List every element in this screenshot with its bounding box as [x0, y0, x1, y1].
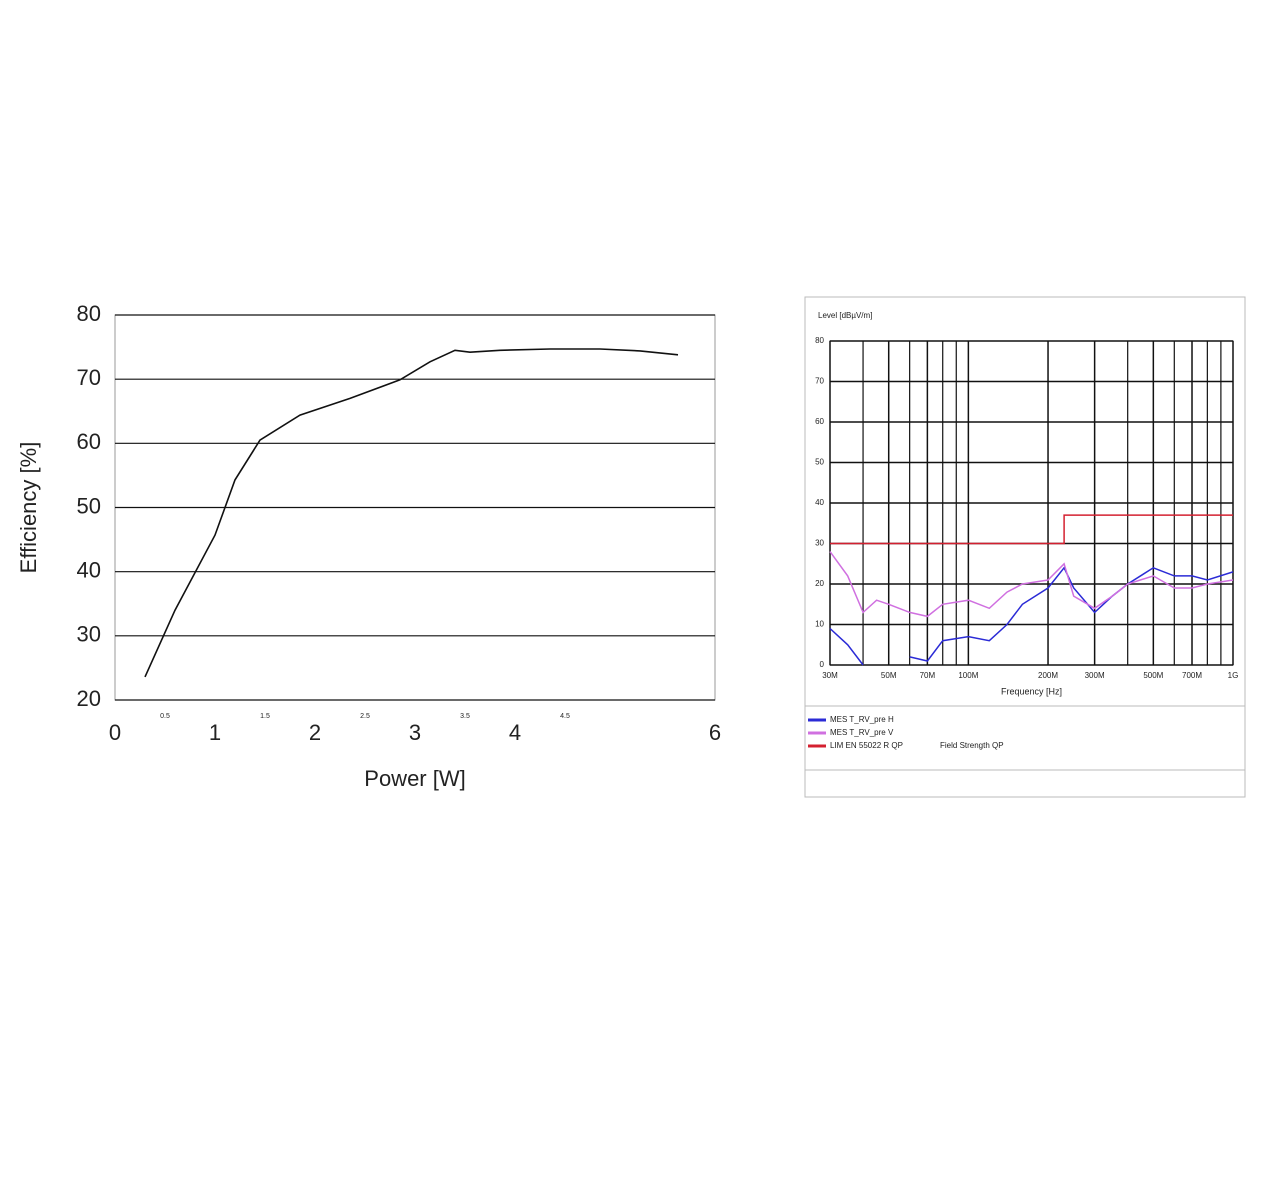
y-tick-label: 70 — [815, 377, 824, 386]
y-tick-label: 40 — [77, 557, 101, 582]
chart-title: Level [dBµV/m] — [818, 311, 872, 320]
x-axis-label: Frequency [Hz] — [1001, 686, 1062, 696]
x-tick-label: 4 — [509, 720, 521, 745]
y-axis-label: Efficiency [%] — [16, 442, 41, 574]
x-tick-label: 50M — [881, 671, 897, 680]
x-tick-label: 1G — [1228, 671, 1239, 680]
y-tick-label: 20 — [77, 686, 101, 711]
y-tick-label: 80 — [815, 336, 824, 345]
legend-label: MES T_RV_pre H — [830, 715, 894, 724]
y-tick-label: 70 — [77, 365, 101, 390]
x-tick-label: 300M — [1085, 671, 1105, 680]
x-minor-tick-label: 0.5 — [160, 713, 170, 720]
x-tick-label: 2 — [309, 720, 321, 745]
x-minor-tick-label: 1.5 — [260, 713, 270, 720]
y-tick-label: 30 — [77, 622, 101, 647]
legend-label: LIM EN 55022 R QP — [830, 741, 903, 750]
y-tick-label: 40 — [815, 498, 824, 507]
y-tick-label: 50 — [815, 458, 824, 467]
x-tick-label: 70M — [920, 671, 936, 680]
line-series — [144, 348, 679, 678]
x-axis-label: Power [W] — [364, 766, 465, 791]
y-tick-label: 80 — [77, 301, 101, 326]
y-tick-label: 30 — [815, 539, 824, 548]
x-tick-label: 30M — [822, 671, 838, 680]
x-tick-label: 500M — [1143, 671, 1163, 680]
x-tick-label: 200M — [1038, 671, 1058, 680]
x-tick-label: 100M — [958, 671, 978, 680]
legend-label: MES T_RV_pre V — [830, 728, 894, 737]
x-tick-label: 1 — [209, 720, 221, 745]
x-minor-tick-label: 3.5 — [460, 713, 470, 720]
y-tick-label: 10 — [815, 620, 824, 629]
x-minor-tick-label: 4.5 — [560, 713, 570, 720]
panel-frame — [804, 296, 1246, 798]
y-tick-label: 0 — [820, 660, 825, 669]
legend-note: Field Strength QP — [940, 741, 1004, 750]
y-tick-label: 60 — [77, 429, 101, 454]
y-tick-label: 60 — [815, 417, 824, 426]
y-tick-label: 20 — [815, 579, 824, 588]
x-tick-label: 0 — [109, 720, 121, 745]
line-series — [830, 514, 1233, 545]
x-tick-label: 3 — [409, 720, 421, 745]
x-minor-tick-label: 2.5 — [360, 713, 370, 720]
line-series — [829, 551, 1234, 618]
x-tick-label: 700M — [1182, 671, 1202, 680]
x-tick-label: 6 — [709, 720, 721, 745]
y-tick-label: 50 — [77, 493, 101, 518]
